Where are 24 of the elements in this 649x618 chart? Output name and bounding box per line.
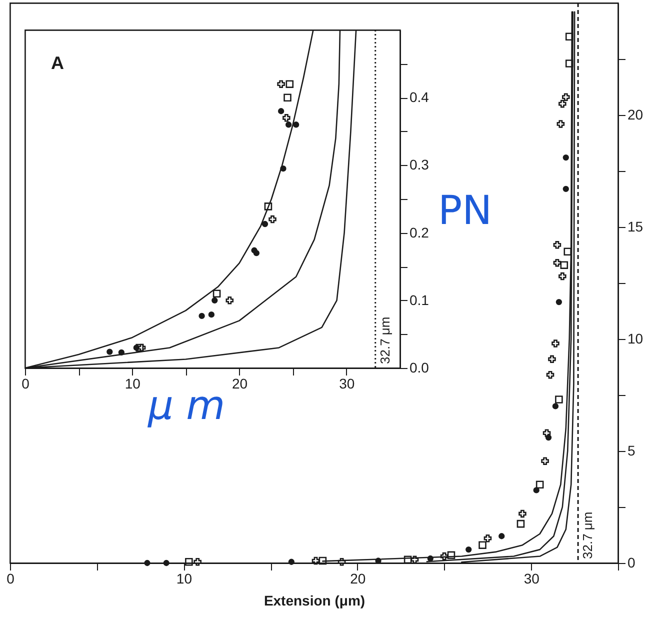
y-tick-label: 0.2 bbox=[410, 224, 430, 240]
y-tick-label: 20 bbox=[628, 106, 644, 122]
y-tick-label: 5 bbox=[628, 442, 636, 458]
x-tick-label: 30 bbox=[524, 570, 540, 586]
x-tick-label: 30 bbox=[339, 376, 355, 392]
y-tick-label: 0.0 bbox=[410, 360, 430, 376]
annotation: μ m bbox=[148, 383, 226, 429]
x-axis-title: Extension (μm) bbox=[264, 592, 366, 608]
x-tick-label: 20 bbox=[350, 570, 366, 586]
y-tick-label: 15 bbox=[628, 218, 644, 234]
annotation: A bbox=[51, 53, 64, 74]
y-tick-label: 0.1 bbox=[410, 292, 430, 308]
x-tick-label: 10 bbox=[124, 376, 141, 392]
y-tick-label: 0.4 bbox=[410, 89, 430, 106]
x-tick-label: 0 bbox=[22, 376, 30, 392]
y-tick-label: 10 bbox=[628, 330, 644, 346]
y-tick-label: 0 bbox=[628, 554, 636, 570]
x-tick-label: 10 bbox=[176, 570, 192, 586]
ref-line-label: 32.7 μm bbox=[580, 512, 596, 559]
x-tick-label: 0 bbox=[6, 570, 15, 586]
y-tick-label: 0.3 bbox=[410, 156, 430, 173]
ref-line-label: 32.7 μm bbox=[377, 316, 392, 364]
annotation: PN bbox=[438, 188, 492, 234]
x-tick-label: 20 bbox=[232, 376, 248, 392]
